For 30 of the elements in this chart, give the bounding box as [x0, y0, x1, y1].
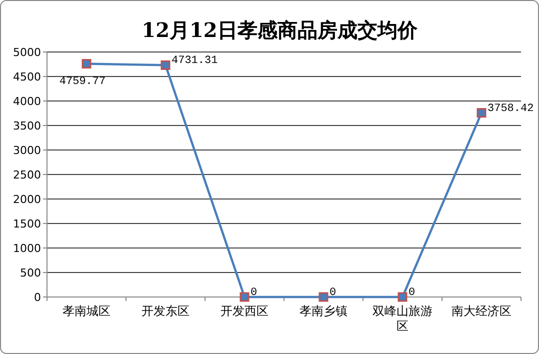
y-tick-label: 4000	[13, 94, 41, 108]
point	[318, 292, 328, 302]
x-tick-label: 孝南乡镇	[300, 304, 348, 318]
data-label: 0	[250, 287, 258, 299]
data-label: 0	[408, 287, 416, 299]
y-tick-label: 3500	[13, 119, 41, 132]
data-label: 3758.42	[488, 102, 534, 115]
chart-title: 12月12日孝感商品房成交均价	[142, 18, 418, 42]
y-tick-label: 2000	[13, 192, 41, 206]
y-tick-label: 2500	[13, 168, 41, 182]
x-tick-label: 双峰山旅游区	[372, 304, 432, 333]
data-label: 4759.77	[59, 76, 106, 88]
y-tick-label: 1000	[13, 242, 41, 255]
x-tick-label: 南大经济区	[452, 304, 512, 318]
y-tick-label: 0	[34, 290, 41, 304]
x-tick-label: 开发西区	[220, 304, 268, 318]
point	[160, 60, 170, 70]
data-label: 4731.31	[172, 55, 218, 68]
point	[476, 108, 486, 118]
y-tick-label: 1500	[13, 217, 41, 230]
point	[240, 292, 250, 302]
y-tick-label: 500	[20, 266, 41, 280]
x-tick-label: 开发东区	[142, 304, 190, 318]
y-tick-label: 3000	[13, 144, 41, 157]
x-tick-label: 孝南城区	[62, 304, 110, 318]
y-tick-label: 4500	[13, 70, 41, 84]
y-tick-label: 5000	[13, 46, 41, 59]
point	[398, 292, 408, 302]
point	[82, 59, 92, 69]
data-label: 0	[330, 287, 336, 299]
